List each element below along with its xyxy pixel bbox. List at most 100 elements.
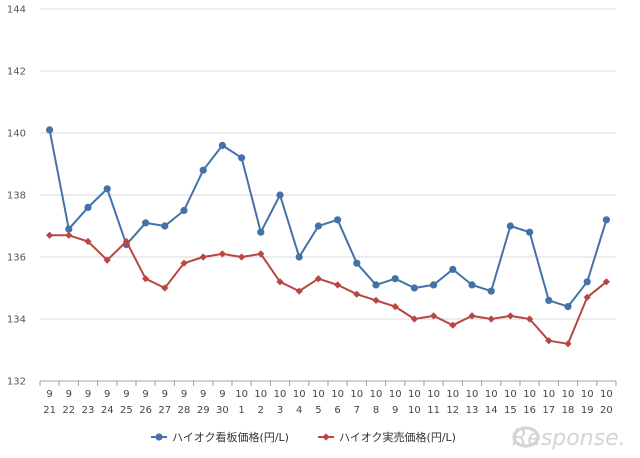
x-tick-day: 8 xyxy=(373,405,379,416)
x-tick-day: 14 xyxy=(485,405,498,416)
x-tick-month: 9 xyxy=(85,389,91,400)
x-tick-month: 10 xyxy=(331,389,344,400)
x-tick-day: 27 xyxy=(158,405,171,416)
y-tick-label: 138 xyxy=(7,191,26,202)
data-point xyxy=(257,228,265,236)
data-point xyxy=(84,237,92,246)
x-tick-month: 10 xyxy=(485,389,498,400)
data-point xyxy=(602,278,610,286)
series-line xyxy=(48,129,608,308)
legend-item-1: ハイオク看板価格(円/L) xyxy=(151,430,289,444)
data-point xyxy=(372,281,380,289)
data-point xyxy=(583,293,591,301)
series-line xyxy=(49,234,608,345)
data-point xyxy=(468,281,476,289)
x-tick-month: 10 xyxy=(427,389,440,400)
x-tick-month: 10 xyxy=(600,389,613,400)
data-point xyxy=(295,253,303,261)
data-point xyxy=(257,250,265,258)
data-point xyxy=(46,231,54,239)
data-point xyxy=(199,166,207,174)
data-point xyxy=(430,281,438,289)
data-point xyxy=(353,290,361,298)
data-point xyxy=(506,222,514,230)
legend-label: ハイオク看板価格(円/L) xyxy=(172,430,289,444)
x-tick-month: 9 xyxy=(66,389,72,400)
x-tick-month: 10 xyxy=(466,389,479,400)
x-tick-month: 9 xyxy=(181,389,187,400)
x-tick-day: 29 xyxy=(197,405,210,416)
data-point xyxy=(430,312,438,320)
x-tick-day: 7 xyxy=(354,405,360,416)
x-tick-month: 10 xyxy=(254,389,267,400)
x-tick-month: 10 xyxy=(312,389,325,400)
data-point xyxy=(372,296,380,304)
data-point xyxy=(276,278,284,286)
x-tick-day: 25 xyxy=(120,405,133,416)
response-logo: Response. xyxy=(512,426,626,451)
x-tick-month: 10 xyxy=(446,389,459,400)
x-tick-month: 9 xyxy=(142,389,148,400)
data-point xyxy=(564,340,572,348)
legend-swatch-marker xyxy=(155,433,163,441)
x-tick-month: 9 xyxy=(123,389,129,400)
x-tick-month: 9 xyxy=(219,389,225,400)
x-tick-day: 16 xyxy=(523,405,536,416)
x-tick-day: 30 xyxy=(216,405,229,416)
data-point xyxy=(161,284,169,292)
data-point xyxy=(410,315,418,323)
x-tick-day: 1 xyxy=(238,405,244,416)
x-tick-day: 23 xyxy=(82,405,95,416)
x-tick-day: 3 xyxy=(277,405,283,416)
data-point xyxy=(391,275,399,283)
x-tick-day: 21 xyxy=(43,405,56,416)
data-point xyxy=(334,216,342,224)
x-tick-day: 13 xyxy=(466,405,479,416)
x-tick-month: 10 xyxy=(293,389,306,400)
x-tick-month: 10 xyxy=(542,389,555,400)
data-point xyxy=(449,321,457,329)
x-tick-day: 6 xyxy=(334,405,340,416)
data-point xyxy=(238,154,246,162)
x-tick-month: 10 xyxy=(504,389,517,400)
data-point xyxy=(468,312,476,320)
x-tick-month: 9 xyxy=(46,389,52,400)
legend: ハイオク看板価格(円/L) ハイオク実売価格(円/L) xyxy=(151,430,456,444)
data-point xyxy=(602,216,611,224)
data-point xyxy=(583,278,591,286)
x-tick-month: 10 xyxy=(370,389,383,400)
y-tick-label: 134 xyxy=(7,315,26,326)
data-point xyxy=(564,303,572,311)
data-point xyxy=(142,219,150,227)
x-tick-day: 4 xyxy=(296,405,302,416)
x-tick-day: 11 xyxy=(427,405,440,416)
data-point xyxy=(142,275,150,283)
x-tick-month: 10 xyxy=(274,389,287,400)
data-point xyxy=(199,253,207,261)
data-point xyxy=(545,337,553,345)
x-tick-day: 28 xyxy=(178,405,191,416)
y-tick-label: 136 xyxy=(7,253,26,264)
y-tick-label: 144 xyxy=(7,5,26,16)
data-point xyxy=(180,259,188,267)
data-point xyxy=(487,315,495,323)
data-point xyxy=(391,303,399,311)
data-point xyxy=(218,141,226,149)
x-tick-day: 18 xyxy=(562,405,575,416)
x-tick-month: 10 xyxy=(389,389,402,400)
y-tick-label: 140 xyxy=(7,129,26,140)
x-tick-day: 19 xyxy=(581,405,594,416)
data-point xyxy=(103,185,111,193)
data-point xyxy=(122,237,130,246)
legend-item-2: ハイオク実売価格(円/L) xyxy=(318,430,456,444)
x-axis: 9219229239249259269279289299301011021031… xyxy=(39,381,617,416)
x-tick-day: 24 xyxy=(101,405,114,416)
data-point xyxy=(449,265,457,273)
series-1 xyxy=(46,126,611,311)
data-point xyxy=(506,312,514,320)
data-point xyxy=(295,287,303,295)
x-tick-month: 10 xyxy=(562,389,575,400)
data-point xyxy=(46,126,54,134)
data-point xyxy=(410,284,418,292)
series-group xyxy=(46,126,611,348)
